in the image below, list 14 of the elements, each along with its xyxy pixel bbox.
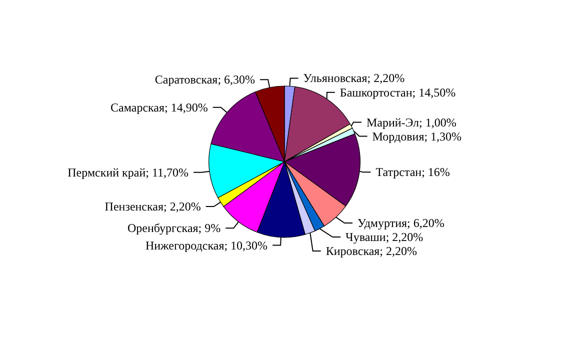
slice-label: Саратовская; 6,30%: [154, 72, 256, 87]
slice-label: Татрстан; 16%: [376, 165, 450, 180]
slice-label: Оренбургская; 9%: [127, 221, 221, 236]
slice-label: Удмуртия; 6,20%: [358, 216, 444, 230]
slice-label: Ульяновская; 2,20%: [303, 71, 405, 86]
slice-label: Марий-Эл; 1,00%: [366, 115, 456, 130]
slice-label: Самарская; 14,90%: [110, 100, 208, 114]
slice-label: Пензенская; 2,20%: [104, 200, 201, 214]
slice-label: Нижегородская; 10,30%: [145, 238, 268, 252]
slice-label: Пермский край; 11,70%: [68, 165, 189, 180]
slice-label: Кировская; 2,20%: [326, 244, 418, 258]
slice-label: Башкортостан; 14,50%: [340, 85, 456, 100]
slice-label: Мордовия; 1,30%: [372, 129, 462, 144]
slice-label: Чуваши; 2,20%: [346, 230, 424, 244]
